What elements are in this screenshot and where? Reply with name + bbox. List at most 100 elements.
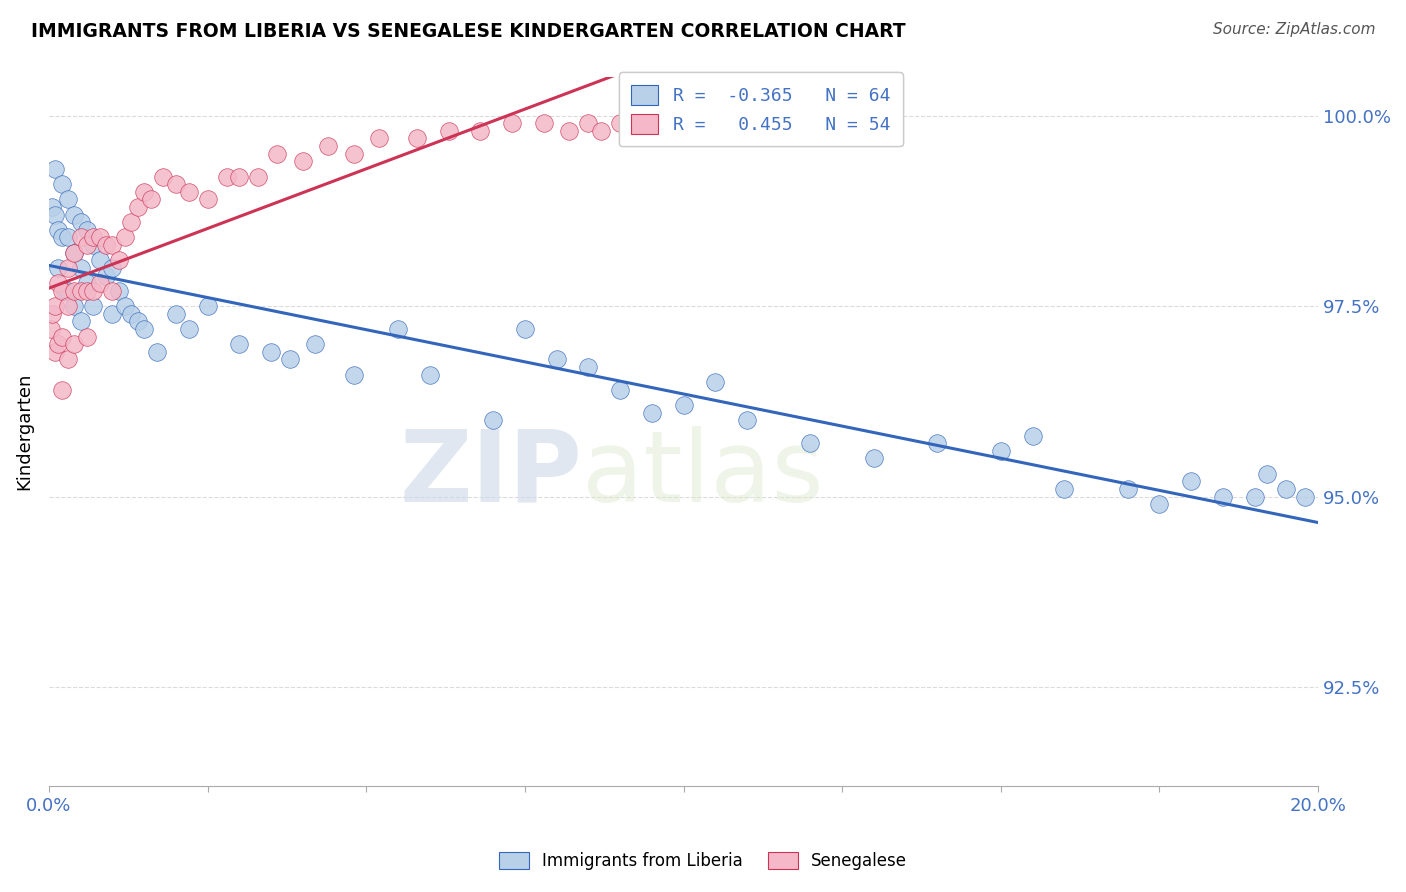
Point [48,223,70,237]
Legend: Immigrants from Liberia, Senegalese: Immigrants from Liberia, Senegalese [492,845,914,877]
Point [1243,490,1265,504]
Point [419,368,441,382]
Y-axis label: Kindergarten: Kindergarten [15,373,32,491]
Point [56,284,79,298]
Point [589,124,612,138]
Point [799,436,821,450]
Point [247,169,270,184]
Point [1053,482,1076,496]
Point [139,193,162,207]
Point [107,253,129,268]
Point [56,230,79,244]
Point [51,284,73,298]
Point [39,322,62,336]
Point [260,344,283,359]
Point [127,200,149,214]
Point [76,223,98,237]
Point [165,177,187,191]
Point [342,368,364,382]
Point [146,344,169,359]
Point [533,116,555,130]
Point [94,238,117,252]
Point [48,260,70,275]
Text: IMMIGRANTS FROM LIBERIA VS SENEGALESE KINDERGARTEN CORRELATION CHART: IMMIGRANTS FROM LIBERIA VS SENEGALESE KI… [31,22,905,41]
Point [1294,490,1316,504]
Point [134,185,156,199]
Point [266,146,288,161]
Point [501,116,523,130]
Point [177,322,200,336]
Point [107,284,129,298]
Point [63,299,86,313]
Point [197,193,219,207]
Point [94,268,117,283]
Point [101,260,124,275]
Point [82,299,104,313]
Point [114,230,136,244]
Text: ZIP: ZIP [399,425,582,523]
Point [44,161,66,176]
Point [228,337,250,351]
Point [990,443,1012,458]
Point [44,344,66,359]
Point [165,307,187,321]
Point [69,284,91,298]
Point [609,383,631,397]
Point [291,154,314,169]
Point [69,260,91,275]
Point [69,215,91,229]
Point [558,124,581,138]
Point [89,230,111,244]
Point [1021,428,1043,442]
Point [470,124,492,138]
Point [672,398,695,412]
Point [69,230,91,244]
Point [121,215,143,229]
Point [387,322,409,336]
Point [56,260,79,275]
Point [1212,490,1234,504]
Point [76,238,98,252]
Point [152,169,174,184]
Point [1149,497,1171,511]
Point [546,352,568,367]
Point [482,413,505,427]
Point [44,208,66,222]
Point [101,307,124,321]
Text: Source: ZipAtlas.com: Source: ZipAtlas.com [1212,22,1375,37]
Point [641,406,664,420]
Point [63,337,86,351]
Legend: R =  -0.365   N = 64, R =   0.455   N = 54: R = -0.365 N = 64, R = 0.455 N = 54 [619,72,903,146]
Point [513,322,536,336]
Point [69,314,91,328]
Point [101,238,124,252]
Point [53,284,76,298]
Point [704,376,727,390]
Point [342,146,364,161]
Point [63,284,86,298]
Point [82,238,104,252]
Point [76,276,98,290]
Point [82,230,104,244]
Point [48,337,70,351]
Point [101,284,124,298]
Point [76,329,98,343]
Point [63,245,86,260]
Text: atlas: atlas [582,425,824,523]
Point [1256,467,1278,481]
Point [56,193,79,207]
Point [1275,482,1298,496]
Point [1180,475,1202,489]
Point [197,299,219,313]
Point [437,124,460,138]
Point [177,185,200,199]
Point [134,322,156,336]
Point [316,139,339,153]
Point [114,299,136,313]
Point [406,131,429,145]
Point [41,200,63,214]
Point [576,116,599,130]
Point [51,177,73,191]
Point [51,383,73,397]
Point [63,208,86,222]
